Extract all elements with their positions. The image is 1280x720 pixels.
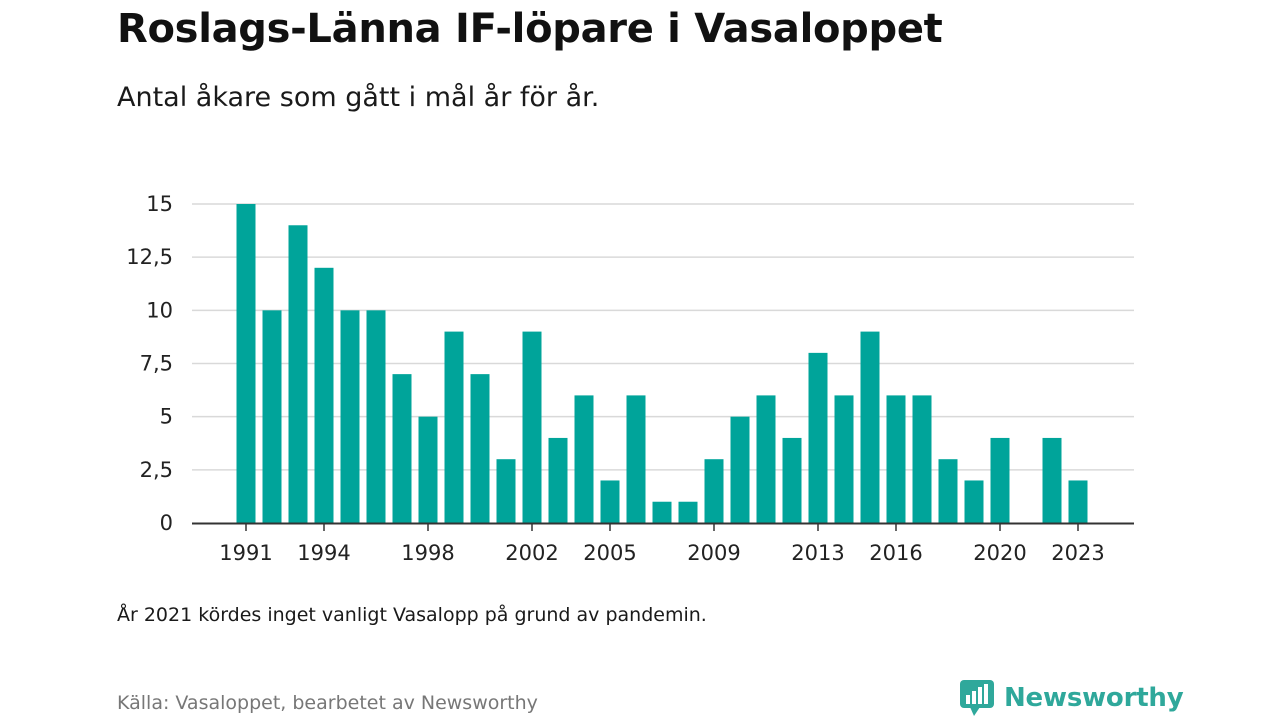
y-tick-label: 12,5 [126,245,173,269]
x-tick-label: 2023 [1051,541,1104,565]
bar-chart: 0 2,5 5 7,5 10 12,5 15 1991 1994 1998 2002 2005 2009… [126,192,1134,565]
bar [496,459,516,523]
x-tick-label: 1994 [297,541,350,565]
bar [704,459,724,523]
chart-subtitle: Antal åkare som gått i mål år för år. [117,82,600,113]
bar [652,501,672,523]
x-tick-label: 2005 [583,541,636,565]
bar [470,374,490,523]
x-tick-label: 1991 [219,541,272,565]
y-tick-label: 15 [146,192,173,216]
brand-name: Newsworthy [1004,683,1184,713]
bar [600,480,620,523]
x-tick-label: 2002 [505,541,558,565]
bar [678,501,698,523]
brand-logo: Newsworthy [960,680,1184,716]
chart-title: Roslags-Länna IF-löpare i Vasaloppet [117,6,943,52]
x-tick-label: 2013 [791,541,844,565]
source-credit: Källa: Vasaloppet, bearbetet av Newswort… [117,692,538,714]
x-tick-label: 2020 [973,541,1026,565]
bar [574,395,594,523]
y-tick-label: 0 [160,511,173,535]
bar [314,267,334,523]
bar [392,374,412,523]
bar [626,395,646,523]
bar [730,416,750,523]
newsworthy-logo-icon [960,680,994,716]
bar [288,225,308,523]
chart-note: År 2021 kördes inget vanligt Vasalopp på… [117,604,707,626]
bar [912,395,932,523]
bar [808,352,828,523]
bar [262,310,282,523]
bar [1068,480,1088,523]
y-tick-label: 7,5 [140,352,173,376]
bar [444,331,464,523]
bar [418,416,438,523]
bar [340,310,360,523]
bar [834,395,854,523]
bar [938,459,958,523]
bar [860,331,880,523]
x-tick-label: 1998 [401,541,454,565]
x-tick-label: 2016 [869,541,922,565]
y-tick-label: 10 [146,298,173,322]
bar [756,395,776,523]
bar [548,437,568,523]
bar [990,437,1010,523]
bar [886,395,906,523]
y-tick-label: 5 [160,405,173,429]
x-tick-label: 2009 [687,541,740,565]
bar [366,310,386,523]
bar [964,480,984,523]
bar [236,204,256,523]
bar [1042,437,1062,523]
bar [782,437,802,523]
bar [522,331,542,523]
y-tick-label: 2,5 [140,458,173,482]
